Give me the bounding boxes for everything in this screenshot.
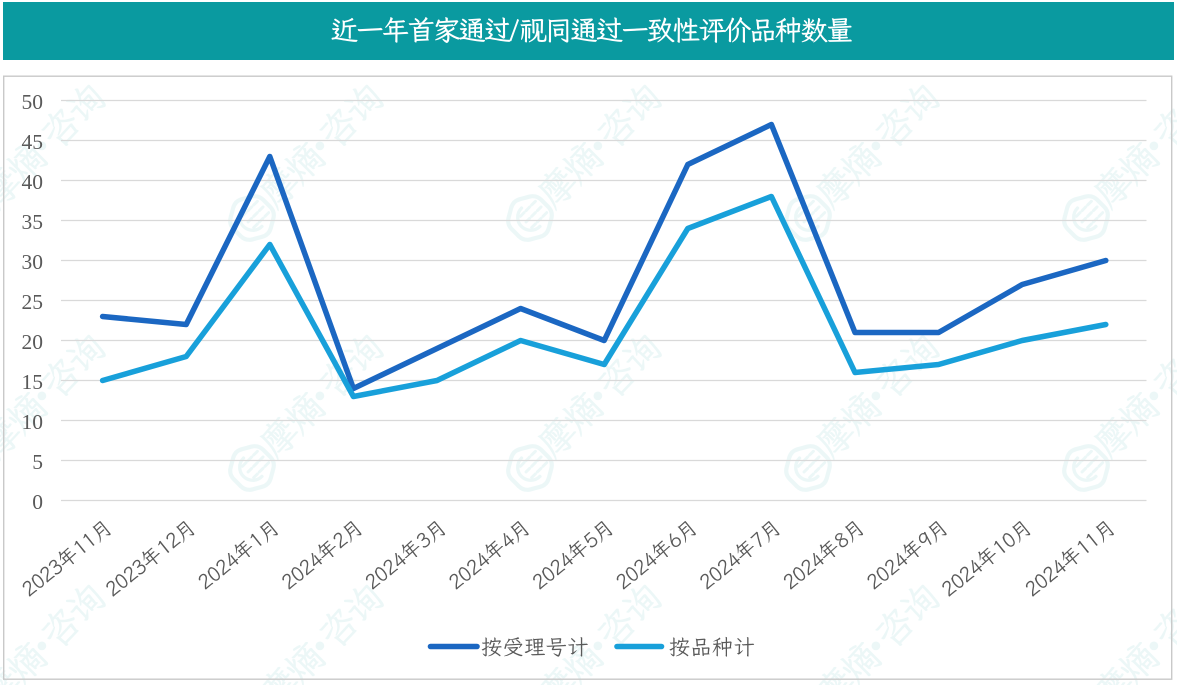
svg-text:35: 35 xyxy=(22,210,44,234)
svg-text:50: 50 xyxy=(22,90,44,114)
svg-text:15: 15 xyxy=(22,370,44,394)
svg-text:45: 45 xyxy=(22,130,44,154)
svg-text:30: 30 xyxy=(22,250,44,274)
svg-text:0: 0 xyxy=(32,490,43,514)
svg-text:20: 20 xyxy=(22,330,44,354)
svg-text:5: 5 xyxy=(32,450,43,474)
svg-text:40: 40 xyxy=(22,170,44,194)
svg-text:25: 25 xyxy=(22,290,44,314)
svg-text:10: 10 xyxy=(22,410,44,434)
